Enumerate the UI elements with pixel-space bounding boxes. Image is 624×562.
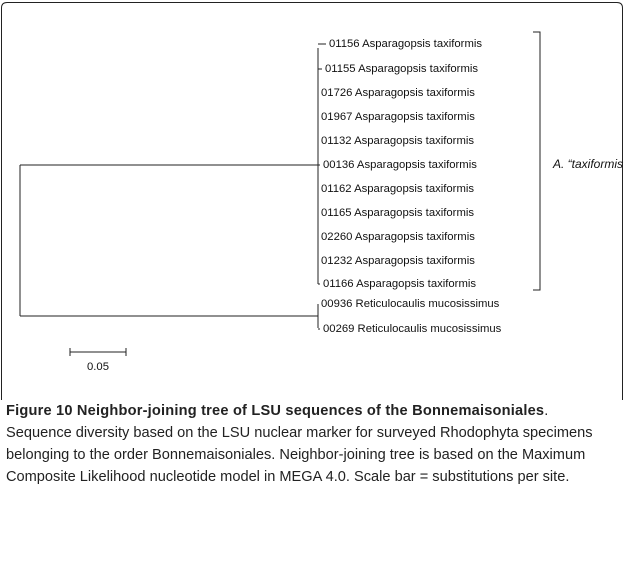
- leaf-label: 01967 Asparagopsis taxiformis: [321, 111, 475, 123]
- leaf-label: 00136 Asparagopsis taxiformis: [323, 159, 477, 171]
- caption: Figure 10 Neighbor-joining tree of LSU s…: [6, 400, 612, 488]
- leaf-label: 01155 Asparagopsis taxiformis: [325, 63, 478, 75]
- leaf-label: 01166 Asparagopsis taxiformis: [323, 278, 476, 290]
- scale-label: 0.05: [87, 361, 109, 373]
- leaf-label: 01726 Asparagopsis taxiformis: [321, 87, 475, 99]
- leaf-label: 00269 Reticulocaulis mucosissimus: [323, 323, 502, 335]
- leaf-label: 01232 Asparagopsis taxiformis: [321, 255, 475, 267]
- leaf-label: 01165 Asparagopsis taxiformis: [321, 207, 474, 219]
- clade-label: A. “taxiformis”: [552, 157, 624, 171]
- caption-title: Figure 10 Neighbor-joining tree of LSU s…: [6, 403, 545, 419]
- leaf-label: 02260 Asparagopsis taxiformis: [321, 231, 475, 243]
- leaf-label: 01162 Asparagopsis taxiformis: [321, 183, 474, 195]
- leaf-label: 01156 Asparagopsis taxiformis: [329, 38, 482, 50]
- leaf-label: 00936 Reticulocaulis mucosissimus: [321, 298, 500, 310]
- figure-border: [1, 2, 623, 400]
- leaf-label: 01132 Asparagopsis taxiformis: [321, 135, 474, 147]
- clade-bracket: [533, 31, 541, 291]
- figure: A. “taxiformis” 0.05 01156 Asparagopsis …: [1, 2, 624, 400]
- tree: A. “taxiformis” 0.05 01156 Asparagopsis …: [19, 31, 624, 373]
- caption-text: . Sequence diversity based on the LSU nu…: [6, 403, 593, 485]
